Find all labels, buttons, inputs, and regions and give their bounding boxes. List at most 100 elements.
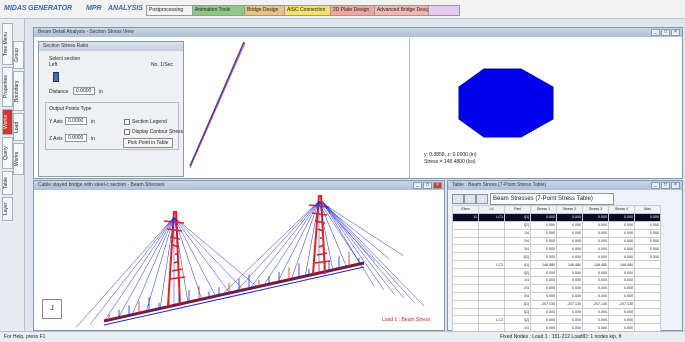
table-cell[interactable]: 0.000 [556, 291, 583, 301]
table-row[interactable]: LC3 I[2] 0.000 0.000 0.000 0.000 [452, 315, 661, 325]
toolbar-2d-plate-design[interactable]: 2D Plate Design [330, 5, 376, 16]
table-cell[interactable]: 0.000 [634, 236, 661, 246]
table-cell[interactable] [478, 291, 505, 301]
table-cell[interactable]: 0.000 [582, 276, 609, 285]
yaxis-input[interactable]: 0.0000 [65, 117, 87, 125]
table-cell[interactable] [452, 236, 479, 246]
table-cell[interactable] [452, 268, 479, 278]
column-header[interactable]: Max [634, 205, 661, 214]
table-cell[interactable]: 0.000 [608, 252, 635, 262]
table-row[interactable]: 1/4 0.000 0.000 0.000 0.000 [452, 323, 661, 333]
table-cell[interactable]: 0.000 [608, 236, 635, 246]
zaxis-input[interactable]: 0.0000 [65, 134, 87, 142]
table-cell[interactable] [634, 307, 661, 317]
table-cell[interactable]: 0.000 [556, 307, 583, 317]
table-cell[interactable] [478, 276, 505, 285]
side-tab-query[interactable]: Query [2, 137, 13, 169]
contour-stress-checkbox[interactable] [124, 129, 130, 135]
table-cell[interactable]: 148.480 [608, 260, 635, 270]
table-cell[interactable]: 0.000 [634, 244, 661, 254]
side-tab-load[interactable]: Load [13, 113, 24, 141]
toolbar-tab-mpr[interactable]: MPR [86, 5, 102, 12]
table-cell[interactable] [634, 260, 661, 270]
toolbar-extra-tab[interactable] [428, 5, 460, 16]
table-cell[interactable] [634, 276, 661, 285]
table-cell[interactable]: 11 [452, 212, 479, 222]
table-cell[interactable]: 0.000 [582, 212, 609, 222]
table-cell[interactable]: 148.480 [556, 260, 583, 270]
table-cell[interactable] [452, 252, 479, 262]
table-row[interactable]: I[1] 0.000 0.000 0.000 0.000 [452, 307, 661, 317]
close-icon[interactable]: × [433, 182, 442, 189]
table-cell[interactable] [634, 268, 661, 278]
table-cell[interactable]: 0.000 [582, 220, 609, 230]
column-header[interactable]: Ld [478, 205, 505, 214]
table-cell[interactable] [478, 236, 505, 246]
table-cell[interactable] [452, 307, 479, 317]
table-cell[interactable] [634, 299, 661, 309]
table-cell[interactable]: LC2 [478, 260, 505, 270]
table-cell[interactable]: 0.000 [608, 315, 635, 325]
table-row[interactable]: 1/4 0.000 0.000 0.000 0.000 [452, 276, 661, 285]
table-cell[interactable] [478, 307, 505, 317]
toolbar-advanced-bridge[interactable]: Advanced Bridge Design [374, 5, 430, 16]
side-tab-properties[interactable]: Properties [2, 67, 13, 107]
column-header[interactable]: Stress 4 [608, 205, 635, 214]
table-cell[interactable]: 0.000 [556, 315, 583, 325]
table-row[interactable]: 2/4 0.000 0.000 0.000 0.000 [452, 283, 661, 293]
nav-first-icon[interactable] [452, 194, 464, 204]
table-cell[interactable]: 0.000 [556, 252, 583, 262]
table-row[interactable]: I[2] 0.000 0.000 0.000 0.000 0.000 [452, 220, 661, 230]
table-cell[interactable]: I[2] [504, 268, 531, 278]
table-cell[interactable]: 0.000 [582, 283, 609, 293]
table-cell[interactable]: -207.130 [582, 299, 609, 309]
maximize-icon[interactable]: □ [661, 182, 670, 189]
table-cell[interactable]: -207.130 [608, 299, 635, 309]
toolbar-tab-analysis[interactable]: ANALYSIS [108, 5, 143, 12]
table-cell[interactable]: 0.000 [634, 228, 661, 238]
minimize-icon[interactable]: _ [413, 182, 422, 189]
table-cell[interactable]: 0.000 [582, 252, 609, 262]
table-cell[interactable]: 0.000 [582, 228, 609, 238]
table-cell[interactable]: 148.480 [582, 260, 609, 270]
table-cell[interactable] [452, 291, 479, 301]
table-cell[interactable] [452, 283, 479, 293]
nav-prev-icon[interactable] [464, 194, 476, 204]
table-cell[interactable]: 2/4 [504, 283, 531, 293]
table-cell[interactable] [478, 220, 505, 230]
table-cell[interactable] [452, 228, 479, 238]
maximize-icon[interactable]: □ [661, 29, 670, 36]
table-cell[interactable]: 0.000 [608, 268, 635, 278]
table-cell[interactable] [634, 291, 661, 301]
table-cell[interactable]: 0.000 [556, 276, 583, 285]
close-icon[interactable]: × [671, 29, 680, 36]
table-cell[interactable]: 0.000 [556, 228, 583, 238]
side-tab-works[interactable]: Works [2, 109, 13, 135]
table-cell[interactable]: 0.000 [608, 212, 635, 222]
table-cell[interactable] [634, 315, 661, 325]
table-cell[interactable] [452, 299, 479, 309]
side-tab-table[interactable]: Table [2, 171, 13, 195]
table-cell[interactable]: 0.000 [530, 244, 557, 254]
table-cell[interactable]: J[1] [504, 299, 531, 309]
table-cell[interactable]: J[1] [504, 252, 531, 262]
toolbar-tab-generator[interactable]: GENERATOR [28, 5, 73, 12]
table-cell[interactable] [634, 283, 661, 293]
nav-next-icon[interactable] [476, 194, 488, 204]
side-tab-group[interactable]: Group [13, 41, 24, 69]
table-cell[interactable] [478, 244, 505, 254]
column-header[interactable]: Stress 1 [530, 205, 557, 214]
table-row[interactable]: LC2 I[1] 148.480 148.480 148.480 148.480 [452, 260, 661, 270]
side-tab-boundary[interactable]: Boundary [13, 71, 24, 111]
table-cell[interactable]: 0.000 [634, 252, 661, 262]
table-cell[interactable]: 0.000 [608, 307, 635, 317]
table-cell[interactable]: 2/4 [504, 236, 531, 246]
table-row[interactable]: 11 LC1 I[1] 0.000 0.000 0.000 0.000 0.000 [452, 212, 661, 222]
table-cell[interactable]: 0.000 [608, 276, 635, 285]
table-cell[interactable]: 0.000 [530, 212, 557, 222]
table-cell[interactable] [478, 283, 505, 293]
table-cell[interactable]: 0.000 [582, 307, 609, 317]
table-cell[interactable]: 0.000 [608, 283, 635, 293]
table-cell[interactable]: 0.000 [608, 228, 635, 238]
table-cell[interactable]: 3/4 [504, 291, 531, 301]
